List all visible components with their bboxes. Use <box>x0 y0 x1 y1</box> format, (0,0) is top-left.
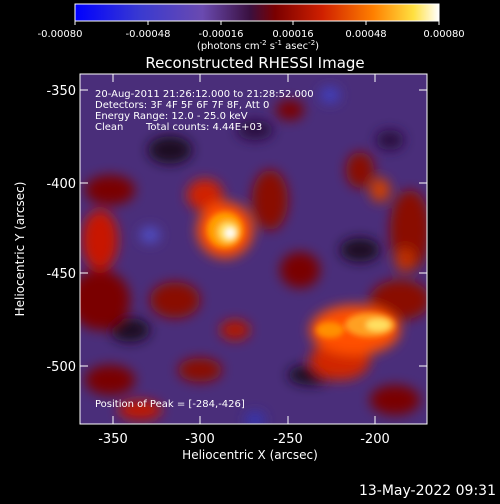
y-tick-label: -400 <box>46 177 76 192</box>
x-tick-label: -350 <box>98 432 128 447</box>
colorbar-tick-label: 0.00016 <box>272 29 313 40</box>
colorbar-tick-label: -0.00048 <box>126 29 171 40</box>
colorbar-tick-label: -0.00016 <box>199 29 244 40</box>
info-algorithm: Clean <box>95 122 123 133</box>
info-detectors: Detectors: 3F 4F 5F 6F 7F 8F, Att 0 <box>95 100 269 111</box>
x-tick-label: -200 <box>360 432 390 447</box>
info-time-range: 20-Aug-2011 21:26:12.000 to 21:28:52.000 <box>95 89 314 100</box>
x-axis-label: Heliocentric X (arcsec) <box>182 448 318 462</box>
x-tick-label: -250 <box>273 432 303 447</box>
y-axis-label: Heliocentric Y (arcsec) <box>13 182 27 317</box>
x-ticks <box>112 74 376 424</box>
info-energy: Energy Range: 12.0 - 25.0 keV <box>95 111 248 122</box>
x-tick-label: -300 <box>185 432 215 447</box>
colorbar-units: (photons cm-2 s-1 asec-2) <box>197 39 319 52</box>
colorbar-tick-label: 0.00048 <box>345 29 386 40</box>
y-tick-label: -450 <box>46 267 76 282</box>
footer-date: 13-May-2022 09:31 <box>359 483 496 499</box>
colorbar-tick-label: 0.00080 <box>423 29 464 40</box>
y-ticks <box>80 89 427 367</box>
info-peak: Position of Peak = [-284,-426] <box>95 399 245 410</box>
y-tick-label: -500 <box>46 360 76 375</box>
info-counts: Total counts: 4.44E+03 <box>145 122 262 133</box>
plot-title: Reconstructed RHESSI Image <box>145 54 364 72</box>
plot-frame <box>79 73 428 425</box>
y-tick-label: -350 <box>46 84 76 99</box>
rhessi-image <box>80 74 427 424</box>
colorbar-ticks <box>74 21 440 25</box>
colorbar-tick-label: -0.00080 <box>38 29 83 40</box>
colorbar <box>74 3 440 22</box>
